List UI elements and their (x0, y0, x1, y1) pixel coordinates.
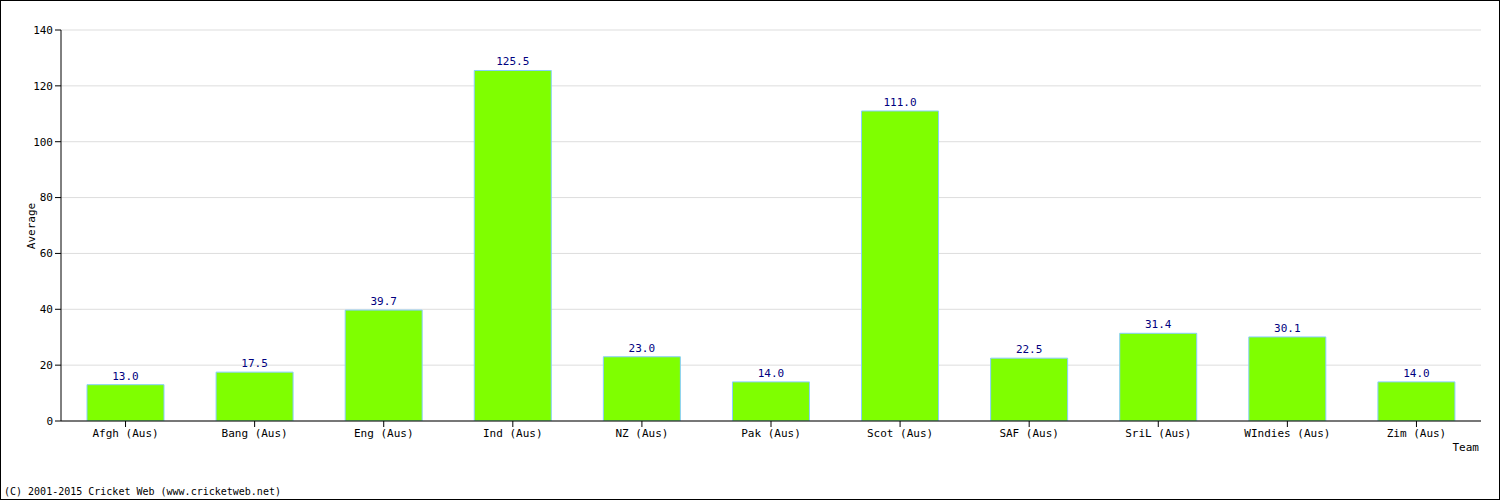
svg-text:Eng (Aus): Eng (Aus) (354, 427, 414, 440)
svg-text:Scot (Aus): Scot (Aus) (867, 427, 933, 440)
svg-text:39.7: 39.7 (370, 295, 397, 308)
svg-text:100: 100 (33, 136, 53, 149)
svg-text:30.1: 30.1 (1274, 322, 1301, 335)
svg-text:SriL (Aus): SriL (Aus) (1125, 427, 1191, 440)
svg-text:Ind (Aus): Ind (Aus) (483, 427, 543, 440)
svg-text:Pak (Aus): Pak (Aus) (741, 427, 801, 440)
svg-text:31.4: 31.4 (1145, 318, 1172, 331)
svg-text:Bang (Aus): Bang (Aus) (222, 427, 288, 440)
svg-text:14.0: 14.0 (1403, 367, 1430, 380)
svg-text:Afgh (Aus): Afgh (Aus) (92, 427, 158, 440)
html-text:(C) 2001-2015 Cricket Web (www: (C) 2001-2015 Cricket Web (www.cricketwe… (4, 486, 281, 497)
svg-text:13.0: 13.0 (112, 370, 139, 383)
svg-text:0: 0 (46, 415, 53, 428)
svg-text:SAF (Aus): SAF (Aus) (999, 427, 1059, 440)
svg-text:Zim (Aus): Zim (Aus) (1387, 427, 1447, 440)
svg-text:125.5: 125.5 (496, 55, 529, 68)
svg-text:80: 80 (40, 191, 53, 204)
html-text:Team: Team (1452, 441, 1479, 454)
svg-text:111.0: 111.0 (883, 96, 916, 109)
html-text:Average: Average (24, 202, 38, 250)
svg-text:20: 20 (40, 359, 53, 372)
svg-text:WIndies (Aus): WIndies (Aus) (1244, 427, 1330, 440)
svg-text:140: 140 (33, 24, 53, 37)
svg-text:NZ (Aus): NZ (Aus) (615, 427, 668, 440)
svg-text:22.5: 22.5 (1016, 343, 1043, 356)
svg-text:40: 40 (40, 303, 53, 316)
svg-text:60: 60 (40, 247, 53, 260)
svg-text:17.5: 17.5 (241, 357, 268, 370)
svg-text:23.0: 23.0 (629, 342, 656, 355)
svg-text:14.0: 14.0 (758, 367, 785, 380)
svg-text:120: 120 (33, 80, 53, 93)
